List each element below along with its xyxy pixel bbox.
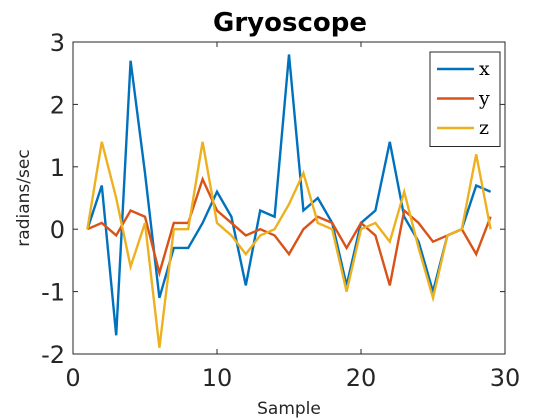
x-tick-label: 0 [65,364,80,392]
y-tick-label: 2 [50,91,65,119]
series-lines [86,54,492,348]
legend: xyz [429,51,501,147]
y-tick-label: 1 [50,154,65,182]
x-tick-label: 30 [490,364,521,392]
legend-label-z: z [479,117,489,139]
x-tick-label: 20 [346,364,377,392]
chart-title: Gryoscope [213,8,367,38]
series-line-y [86,176,492,286]
legend-label-x: x [479,58,490,80]
y-tick-label: -1 [41,279,65,307]
y-tick-label: -2 [41,341,65,369]
x-tick-label: 10 [202,364,233,392]
y-tick-label: 0 [50,216,65,244]
series-line-z [86,141,492,348]
axis-ticks: 0 10 20 30 -2 -1 0 1 2 3 [41,29,520,392]
x-axis-label: Sample [257,399,321,419]
y-axis-label: radians/sec [14,149,34,246]
y-tick-label: 3 [50,29,65,57]
legend-label-y: y [478,88,490,110]
